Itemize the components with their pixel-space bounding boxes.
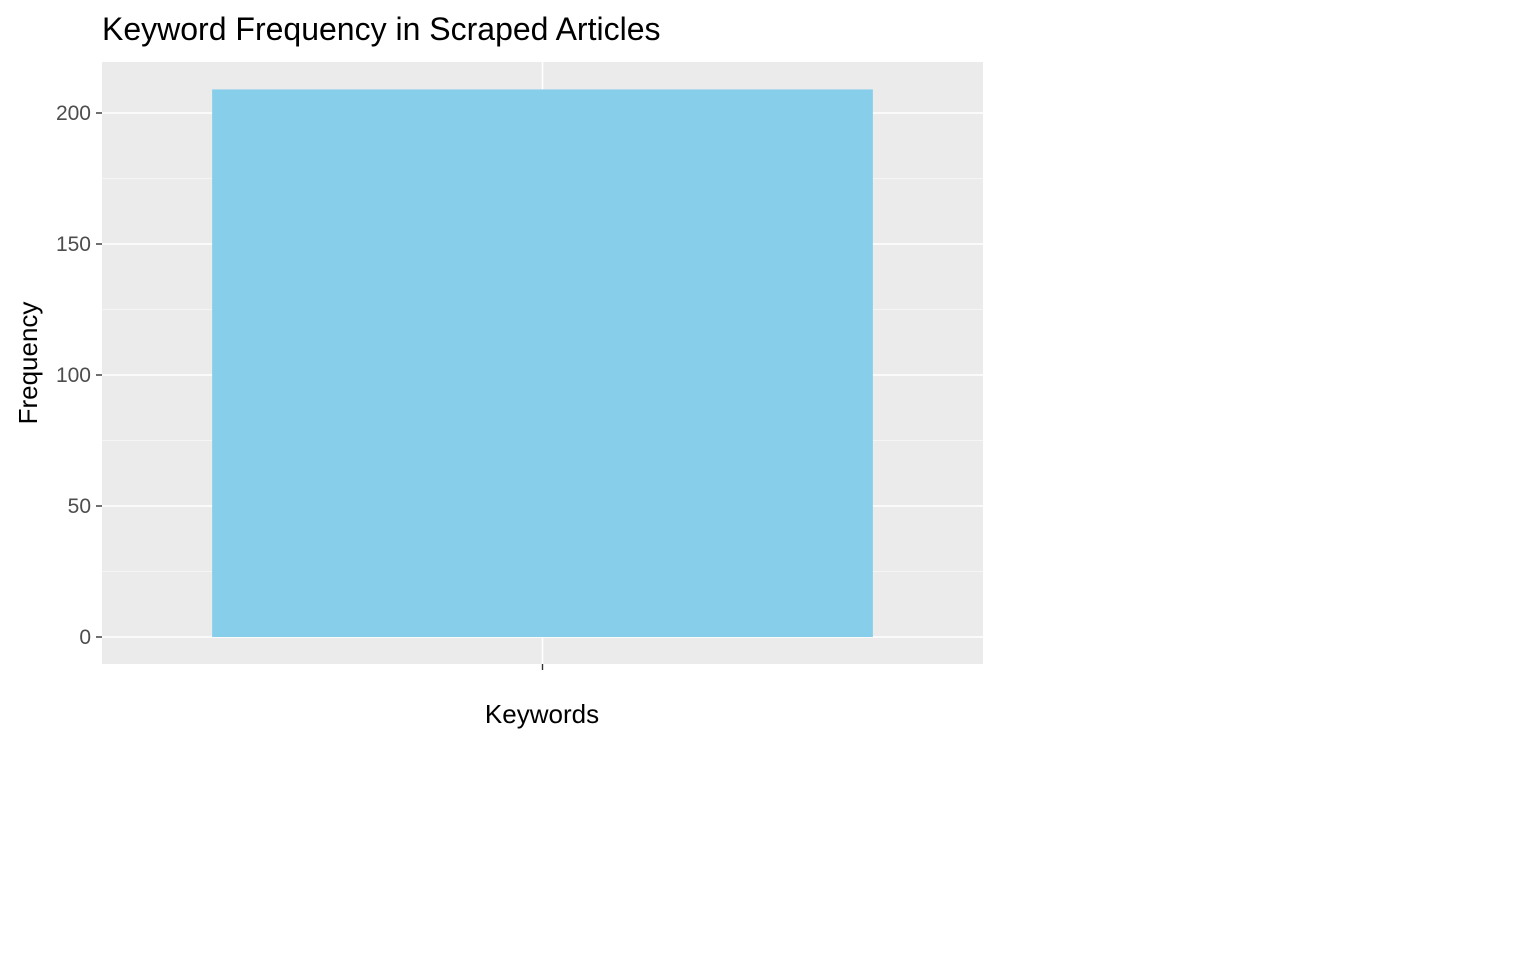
- y-tick-label: 200: [56, 102, 91, 125]
- chart-title: Keyword Frequency in Scraped Articles: [102, 11, 660, 47]
- x-axis-title: Keywords: [485, 699, 599, 729]
- y-tick-label: 50: [68, 495, 91, 518]
- y-axis-title: Frequency: [13, 302, 43, 425]
- y-tick-label: 0: [79, 626, 91, 649]
- bar: [212, 89, 873, 638]
- y-tick-label: 100: [56, 364, 91, 387]
- y-axis-ticks: 0 50 100 150 200: [56, 102, 102, 649]
- bars: [212, 89, 873, 638]
- y-tick-label: 150: [56, 233, 91, 256]
